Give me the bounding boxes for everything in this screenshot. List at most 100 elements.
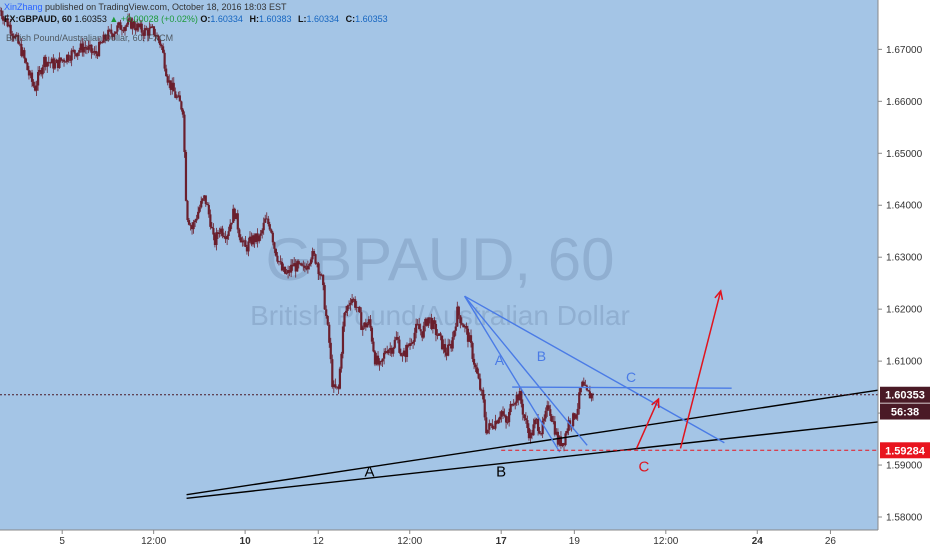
candle-body <box>543 418 546 421</box>
candle-body <box>165 68 168 77</box>
candle-body <box>75 53 78 57</box>
candle-body <box>264 218 267 223</box>
candle-body <box>203 195 206 199</box>
candle-body <box>294 263 297 272</box>
candle-body <box>101 42 104 44</box>
candle-body <box>568 420 572 426</box>
candle-body <box>408 343 412 347</box>
candle-body <box>398 339 401 353</box>
candle-body <box>250 236 253 245</box>
candle-body <box>94 51 98 54</box>
drawings <box>0 289 879 499</box>
candle-body <box>213 234 217 245</box>
candle-body <box>373 351 377 365</box>
candle-body <box>50 58 53 64</box>
candle-body <box>486 429 489 434</box>
candle-body <box>466 328 470 342</box>
candle-body <box>326 315 329 325</box>
candle-body <box>216 232 220 235</box>
time-axis[interactable] <box>0 530 878 550</box>
candle-body <box>155 35 159 37</box>
candle-body <box>393 339 396 348</box>
candle-body <box>70 50 73 61</box>
candle-body <box>219 228 223 233</box>
candle-body <box>367 319 370 324</box>
candle-body <box>582 381 585 386</box>
candle-body <box>381 358 384 362</box>
candle-body <box>262 222 265 231</box>
blue-triangle-line <box>464 295 588 446</box>
candle-body <box>117 22 120 26</box>
publish-info: published on TradingView.com, October 18… <box>45 2 287 12</box>
candle-body <box>320 274 323 276</box>
candle-body <box>24 58 28 63</box>
candle-body <box>4 18 8 20</box>
candle-body <box>126 19 130 25</box>
candle-body <box>20 44 23 56</box>
candle-body <box>434 323 438 336</box>
candle-body <box>33 86 37 91</box>
candle-body <box>268 224 271 230</box>
candle-body <box>456 306 459 327</box>
candle-body <box>445 352 448 356</box>
symbol-name[interactable]: FX:GBPAUD, 60 <box>4 14 72 24</box>
candle-body <box>210 226 213 229</box>
candle-body <box>44 56 47 67</box>
candle-body <box>183 114 186 153</box>
candle-body <box>338 368 342 389</box>
candle-body <box>523 414 526 419</box>
candle-body <box>402 350 406 356</box>
candle-body <box>331 359 334 387</box>
candle-body <box>195 218 198 221</box>
candle-body <box>436 335 439 336</box>
candle-body <box>242 240 245 242</box>
candle-body <box>392 347 395 354</box>
candle-body <box>498 416 502 420</box>
candle-body <box>52 58 55 69</box>
candle-body <box>492 428 495 429</box>
candle-body <box>494 420 497 429</box>
candle-body <box>222 235 226 237</box>
candle-body <box>483 399 486 418</box>
candle-body <box>271 232 274 243</box>
x-tick-label: 12 <box>313 536 325 547</box>
price-badge-countdown <box>880 403 930 420</box>
candle-body <box>251 235 255 245</box>
candle-body <box>351 299 354 303</box>
candle-body <box>558 436 561 445</box>
candle-body <box>38 70 41 73</box>
candle-body <box>209 214 212 227</box>
candle-body <box>515 394 518 403</box>
candle-body <box>37 72 40 86</box>
y-axis-ticks: 1.580001.590001.600001.610001.620001.630… <box>878 45 923 524</box>
y-tick-label: 1.63000 <box>886 253 923 264</box>
candle-body <box>160 44 163 47</box>
candle-body <box>511 404 514 406</box>
candle-body <box>418 324 421 330</box>
x-tick-label: 24 <box>752 536 764 547</box>
candle-body <box>290 264 293 273</box>
candle-body <box>437 333 441 336</box>
candle-body <box>73 49 76 54</box>
candle-body <box>162 46 165 53</box>
candle-body <box>366 323 369 328</box>
candle-body <box>305 267 308 270</box>
candle-body <box>383 352 386 359</box>
candle-body <box>538 430 541 434</box>
candle-body <box>495 420 499 424</box>
candle-body <box>96 53 99 57</box>
candle-body <box>363 322 366 328</box>
candle-body <box>53 62 56 69</box>
candle-body <box>46 62 49 67</box>
candle-body <box>267 218 270 225</box>
price-axis[interactable] <box>878 0 932 550</box>
candle-body <box>125 24 128 27</box>
author-link[interactable]: XinZhang <box>4 2 43 12</box>
candle-body <box>489 423 492 425</box>
candle-body <box>134 27 137 31</box>
candle-body <box>527 428 531 439</box>
plot-area[interactable] <box>0 0 878 530</box>
candle-body <box>88 44 92 47</box>
